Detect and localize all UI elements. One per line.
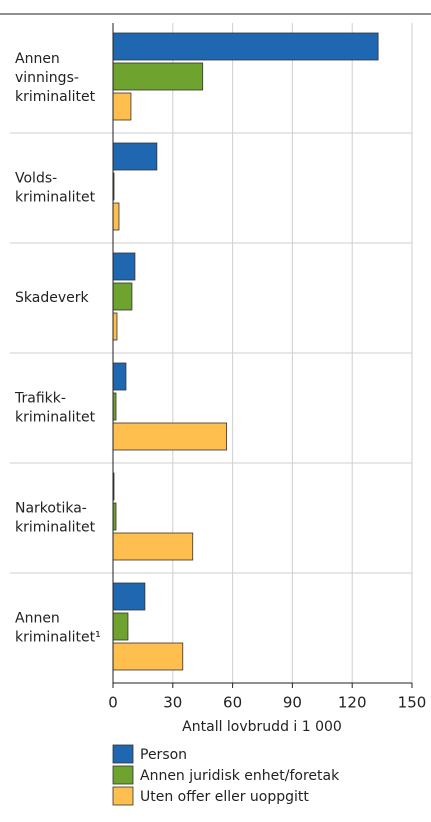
bar: [112, 32, 379, 61]
bar: [112, 422, 228, 451]
x-tick-label: 0: [108, 694, 118, 712]
x-tick-label: 30: [163, 694, 182, 712]
bar: [112, 202, 120, 231]
bar: [112, 62, 204, 91]
category-label: Narkotika-kriminalitet: [15, 501, 96, 536]
legend-swatch: [112, 744, 134, 764]
bar: [112, 532, 194, 561]
x-tick-label: 90: [283, 694, 302, 712]
bar: [112, 582, 146, 611]
legend-label: Annen juridisk enhet/foretak: [140, 768, 340, 784]
legend-swatch: [112, 765, 134, 785]
legend-label: Uten offer eller uoppgitt: [140, 789, 309, 805]
bar: [112, 612, 129, 641]
category-label: Annen vinnings-kriminalitet: [15, 51, 96, 105]
category-label: Skadeverk: [15, 290, 89, 306]
x-tick-label: 120: [338, 694, 367, 712]
x-tick-label: 150: [398, 694, 427, 712]
bar: [112, 282, 133, 311]
category-label: Trafikk-kriminalitet: [14, 391, 96, 426]
bar: [112, 142, 158, 171]
bar: [112, 92, 132, 121]
legend-label: Person: [140, 747, 187, 763]
x-axis-label: Antall lovbrudd i 1 000: [182, 719, 342, 735]
bar: [112, 252, 136, 281]
legend-swatch: [112, 786, 134, 806]
bar: [112, 642, 184, 671]
x-tick-label: 60: [223, 694, 242, 712]
category-label: Annen kriminalitet¹: [15, 611, 101, 646]
bar: [112, 362, 127, 391]
category-label: Volds-kriminalitet: [15, 171, 96, 206]
bar: [112, 312, 118, 341]
